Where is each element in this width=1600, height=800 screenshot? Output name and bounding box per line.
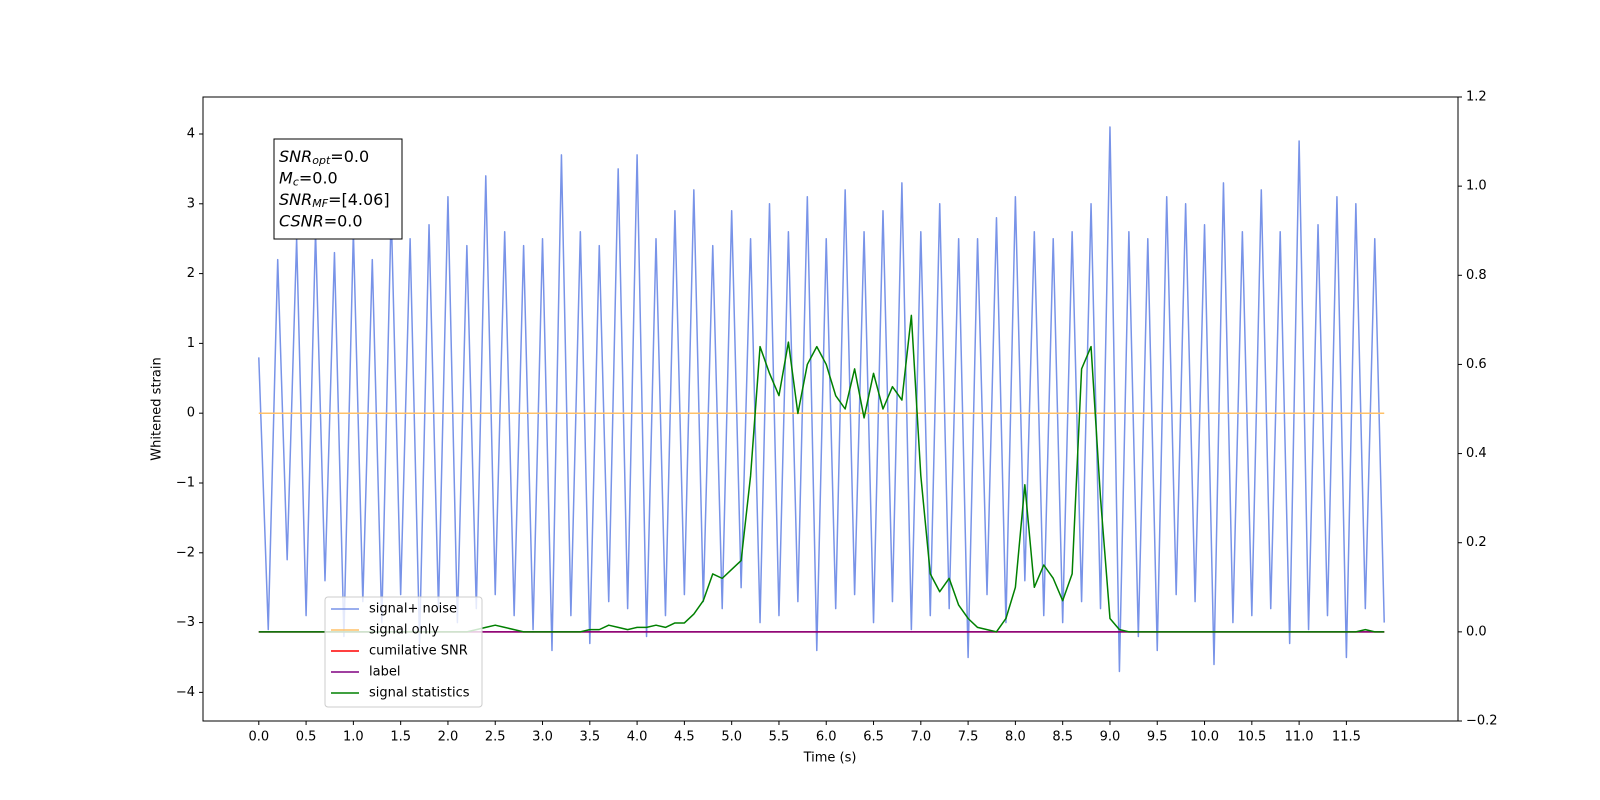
x-tick-label: 8.5 (1052, 730, 1073, 745)
y-tick-label: 0 (187, 406, 195, 421)
annotation-symbol: SNR (279, 147, 312, 166)
y2-tick-label: 0.6 (1466, 357, 1487, 372)
y-tick-label: −1 (176, 475, 195, 490)
x-tick-label: 9.0 (1100, 730, 1121, 745)
x-tick-label: 0.5 (296, 730, 317, 745)
x-tick-label: 3.0 (532, 730, 553, 745)
y-tick-label: −4 (176, 685, 195, 700)
y-tick-label: 4 (187, 126, 195, 141)
legend-label: label (369, 665, 400, 680)
series-line (258, 126, 1385, 673)
annotation-text: =0.0 (330, 147, 369, 166)
annotation-line: Mc=0.0 (279, 168, 338, 189)
annotation-symbol: SNR (279, 190, 312, 209)
y2-tick-label: 1.0 (1466, 179, 1487, 194)
x-tick-label: 10.0 (1190, 730, 1219, 745)
annotation-text: =0.0 (299, 168, 338, 187)
y2-tick-label: 0.0 (1466, 624, 1487, 639)
y-tick-label: 2 (187, 266, 195, 281)
annotation-box (273, 138, 403, 240)
legend-label: signal statistics (369, 686, 470, 701)
x-tick-label: 3.5 (579, 730, 600, 745)
x-tick-label: 11.5 (1332, 730, 1361, 745)
x-tick-label: 5.5 (769, 730, 790, 745)
annotation-text: =0.0 (324, 211, 363, 230)
annotation-line: CSNR=0.0 (279, 211, 363, 230)
y2-tick-label: −0.2 (1466, 714, 1498, 729)
y2-tick-label: 1.2 (1466, 90, 1487, 105)
annotation-subscript: c (293, 176, 299, 189)
x-tick-label: 6.5 (863, 730, 884, 745)
annotation-text: =[4.06] (328, 190, 390, 209)
annotation-symbol: M (279, 168, 293, 187)
annotation-subscript: MF (312, 197, 328, 210)
x-tick-label: 9.5 (1147, 730, 1168, 745)
x-tick-label: 2.5 (485, 730, 506, 745)
x-tick-label: 11.0 (1285, 730, 1314, 745)
annotation-symbol: CSNR (279, 211, 324, 230)
y2-tick-label: 0.2 (1466, 535, 1487, 550)
plot-frame (202, 96, 1459, 722)
x-tick-label: 7.0 (910, 730, 931, 745)
legend-box (324, 596, 483, 708)
annotation-line: SNRopt=0.0 (279, 147, 369, 168)
annotation-subscript: opt (312, 154, 331, 167)
y2-tick-label: 0.4 (1466, 446, 1487, 461)
annotation-line: SNRMF=[4.06] (279, 190, 390, 211)
y-axis-label: Whitened strain (150, 357, 165, 460)
x-tick-label: 4.0 (627, 730, 648, 745)
x-tick-label: 5.0 (721, 730, 742, 745)
y-tick-label: 3 (187, 196, 195, 211)
legend-label: signal+ noise (369, 602, 457, 617)
x-tick-label: 6.0 (816, 730, 837, 745)
y-tick-label: −3 (176, 615, 195, 630)
y-tick-label: 1 (187, 336, 195, 351)
x-tick-label: 8.0 (1005, 730, 1026, 745)
x-tick-label: 1.0 (343, 730, 364, 745)
legend-label: cumilative SNR (369, 644, 468, 659)
y-tick-label: −2 (176, 545, 195, 560)
x-tick-label: 0.0 (248, 730, 269, 745)
x-axis-label: Time (s) (803, 751, 857, 766)
x-tick-label: 4.5 (674, 730, 695, 745)
x-tick-label: 2.0 (438, 730, 459, 745)
x-tick-label: 7.5 (958, 730, 979, 745)
x-tick-label: 1.5 (390, 730, 411, 745)
x-tick-label: 10.5 (1237, 730, 1266, 745)
legend-label: signal only (369, 623, 439, 638)
y2-tick-label: 0.8 (1466, 268, 1487, 283)
